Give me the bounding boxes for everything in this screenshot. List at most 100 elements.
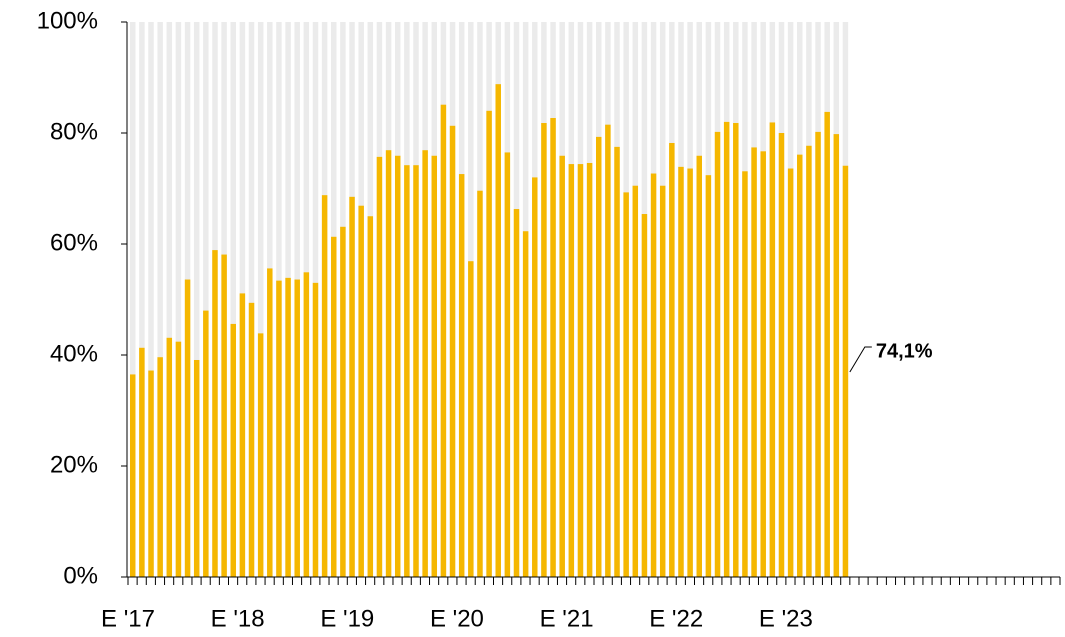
bar — [705, 175, 712, 577]
bar — [577, 164, 584, 577]
bar — [815, 131, 821, 577]
background-stripe — [166, 22, 173, 577]
x-tick-label: E '17 — [101, 605, 155, 632]
x-tick-label: E '18 — [211, 605, 265, 632]
y-tick-label: 0% — [63, 562, 98, 589]
bar — [723, 121, 730, 578]
bar — [230, 323, 236, 577]
bar — [522, 231, 529, 578]
x-tick-label: E '19 — [320, 605, 374, 632]
bar — [157, 357, 163, 577]
leader-line — [849, 346, 872, 373]
bar — [257, 333, 264, 577]
y-tick-label: 20% — [50, 451, 98, 478]
bar — [358, 205, 364, 577]
bar — [623, 192, 629, 577]
bar — [193, 359, 200, 577]
bar — [276, 280, 282, 577]
bar — [340, 226, 346, 578]
background-stripe — [203, 22, 209, 577]
x-tick-label: E '20 — [430, 605, 484, 632]
bar — [422, 150, 428, 577]
bar — [787, 168, 794, 577]
bar — [458, 174, 465, 577]
bar — [760, 151, 766, 577]
y-tick-label: 60% — [50, 229, 98, 256]
bar — [778, 133, 785, 577]
bar — [148, 370, 154, 577]
bar — [605, 124, 611, 578]
bar — [477, 190, 483, 577]
bar — [139, 347, 145, 577]
bar — [376, 156, 383, 578]
background-stripe — [130, 22, 136, 577]
bar — [678, 166, 684, 578]
data-label: 74,1% — [876, 340, 933, 362]
bar — [431, 155, 438, 577]
bar — [248, 302, 255, 577]
bar — [166, 337, 173, 577]
y-tick-label: 80% — [50, 118, 98, 145]
bar — [495, 84, 501, 577]
bar — [486, 110, 492, 578]
bar — [550, 118, 556, 577]
bar — [468, 261, 474, 577]
bar — [404, 165, 410, 577]
bar — [349, 196, 355, 577]
bar — [586, 162, 593, 577]
background-stripe — [148, 22, 154, 577]
bar — [367, 216, 374, 577]
bar — [669, 142, 675, 578]
bar — [267, 268, 273, 577]
background-stripe — [193, 22, 200, 577]
x-tick-label: E '22 — [649, 605, 703, 632]
bar — [824, 111, 830, 577]
background-stripe — [175, 22, 182, 577]
bar — [285, 277, 291, 577]
bar — [696, 155, 702, 577]
bar — [650, 173, 657, 577]
bar — [659, 185, 666, 577]
bar — [632, 185, 639, 577]
bar — [742, 171, 748, 578]
bar — [212, 250, 218, 578]
bar — [321, 195, 328, 577]
bar — [203, 310, 209, 577]
background-stripe — [248, 22, 255, 577]
bar — [614, 146, 620, 577]
bar — [294, 279, 300, 577]
bar — [641, 214, 648, 577]
bar — [130, 374, 136, 577]
bar — [385, 150, 392, 577]
bar — [312, 282, 319, 577]
bar — [413, 165, 419, 577]
bar — [687, 168, 693, 577]
bar — [751, 147, 757, 577]
bar — [394, 155, 401, 577]
bar — [331, 236, 337, 577]
bar — [449, 125, 456, 577]
bar — [797, 154, 803, 577]
bar — [559, 155, 565, 577]
background-stripe — [157, 22, 163, 577]
bar — [806, 145, 812, 577]
bar — [513, 209, 520, 577]
background-stripe — [230, 22, 236, 577]
bar — [714, 131, 721, 577]
bar — [769, 122, 776, 577]
bar — [842, 165, 849, 577]
y-tick-label: 40% — [50, 340, 98, 367]
bar — [184, 279, 191, 577]
background-stripe — [139, 22, 145, 577]
x-tick-label: E '23 — [759, 605, 813, 632]
x-tick-label: E '21 — [540, 605, 594, 632]
bar — [532, 177, 538, 577]
bar — [239, 293, 246, 577]
bar — [541, 123, 547, 577]
y-tick-label: 100% — [37, 7, 98, 34]
background-stripe — [257, 22, 264, 577]
bar — [175, 341, 182, 577]
bar — [568, 164, 575, 577]
bar — [221, 254, 227, 578]
